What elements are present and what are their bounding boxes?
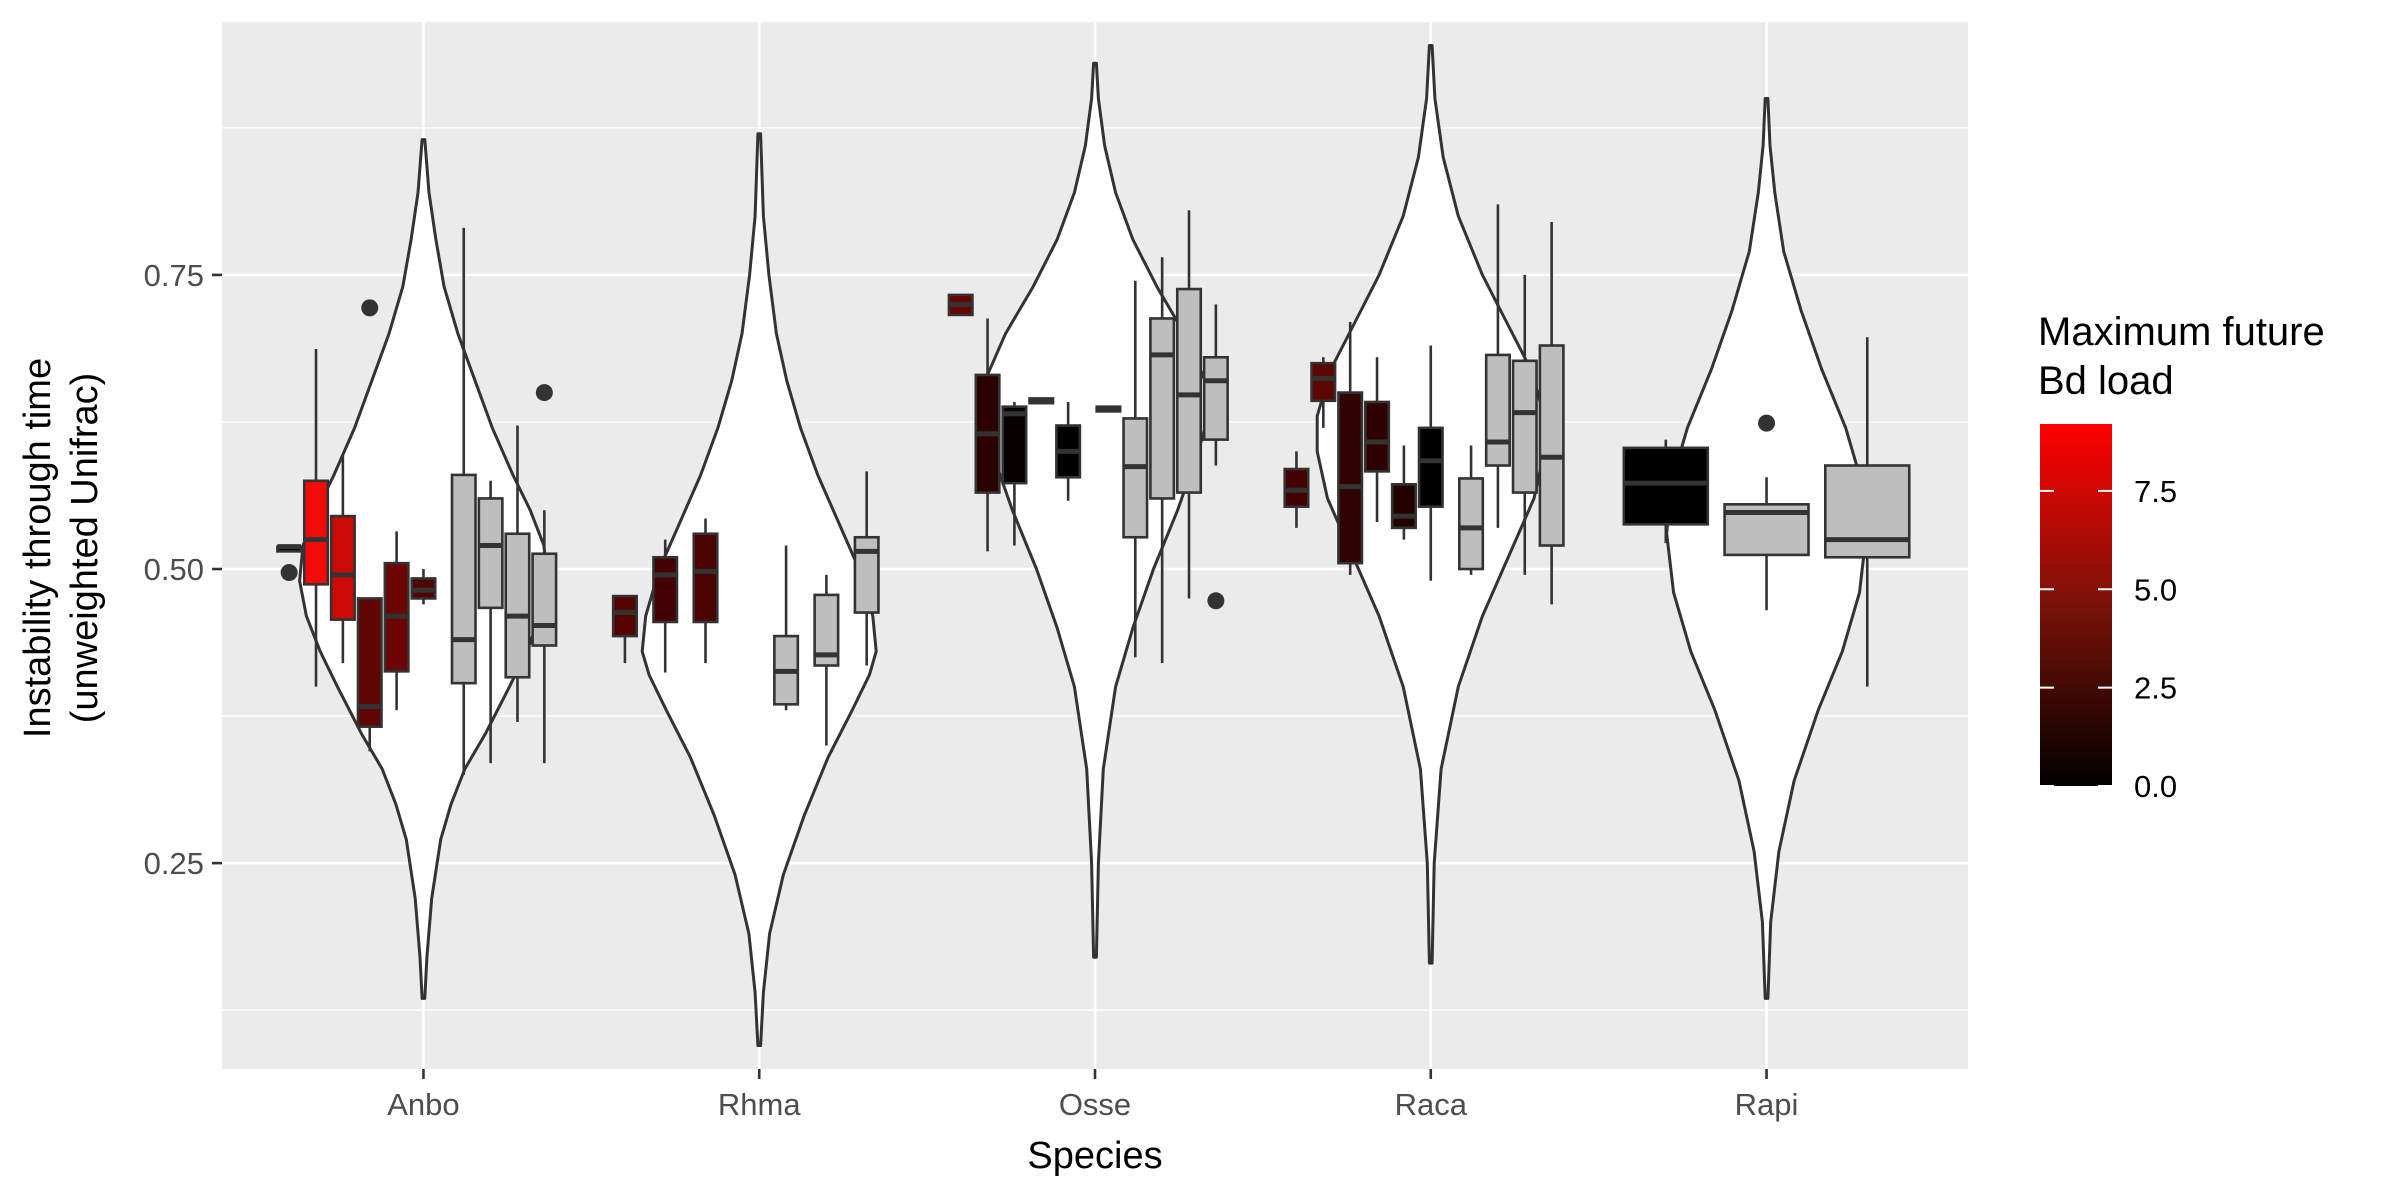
y-tick-label: 0.75 bbox=[144, 258, 204, 293]
outlier-point bbox=[535, 384, 553, 402]
legend-tick-label: 5.0 bbox=[2134, 572, 2177, 607]
boxplot-raca bbox=[1310, 357, 1337, 428]
box bbox=[1175, 287, 1203, 494]
boxplot-rhma bbox=[773, 545, 800, 711]
boxplot-raca bbox=[1390, 445, 1417, 540]
box bbox=[504, 532, 531, 679]
box bbox=[1484, 353, 1511, 467]
outlier-point bbox=[280, 564, 298, 582]
boxplot-anbo bbox=[410, 569, 437, 605]
box bbox=[1337, 391, 1364, 565]
box bbox=[1458, 477, 1485, 571]
boxplots bbox=[276, 204, 1911, 775]
y-tick-label: 0.50 bbox=[144, 552, 204, 587]
box bbox=[356, 597, 383, 728]
box bbox=[477, 497, 504, 610]
box bbox=[1202, 355, 1229, 441]
box bbox=[1001, 405, 1028, 485]
outlier-point bbox=[1758, 414, 1776, 432]
legend-ticks: 0.0 2.5 5.0 7.5 bbox=[2040, 474, 2177, 804]
x-tick-label: Anbo bbox=[387, 1087, 459, 1122]
boxplot-osse bbox=[1095, 405, 1122, 413]
boxplot-raca bbox=[1417, 345, 1444, 581]
box bbox=[329, 514, 356, 621]
boxplot-osse bbox=[1175, 210, 1203, 599]
box bbox=[853, 535, 880, 614]
boxplot-rhma bbox=[611, 594, 638, 664]
box bbox=[1363, 400, 1391, 473]
boxplot-anbo bbox=[302, 349, 330, 687]
box bbox=[450, 473, 477, 685]
boxplot-osse bbox=[947, 293, 974, 317]
legend-title-line-1: Maximum future bbox=[2038, 310, 2325, 354]
boxplot-anbo bbox=[356, 299, 383, 752]
box bbox=[1149, 317, 1176, 500]
boxplot-osse bbox=[1055, 401, 1082, 501]
x-tick-label: Osse bbox=[1059, 1087, 1131, 1122]
y-tick-label: 0.25 bbox=[144, 846, 204, 881]
boxplot-rhma bbox=[692, 518, 719, 664]
x-tick-label: Rapi bbox=[1735, 1087, 1799, 1122]
outlier-point bbox=[1207, 592, 1225, 610]
boxplot-anbo bbox=[276, 544, 303, 582]
boxplot-rapi bbox=[1723, 414, 1810, 611]
boxplot-anbo bbox=[477, 480, 504, 764]
boxplot-raca bbox=[1538, 221, 1565, 605]
legend-tick-label: 2.5 bbox=[2134, 671, 2177, 706]
box bbox=[1823, 464, 1911, 559]
x-axis: Anbo Rhma Osse Raca Rapi bbox=[387, 1069, 1798, 1122]
box bbox=[1390, 483, 1417, 530]
x-tick-label: Raca bbox=[1395, 1087, 1468, 1122]
box bbox=[302, 479, 330, 586]
legend-title-line-2: Bd load bbox=[2038, 359, 2174, 403]
boxplot-raca bbox=[1511, 274, 1538, 575]
box bbox=[1511, 359, 1538, 494]
y-axis: 0.25 0.50 0.75 bbox=[144, 258, 222, 881]
box bbox=[1122, 417, 1149, 539]
boxplot-osse bbox=[1028, 397, 1055, 405]
boxplot-anbo bbox=[531, 384, 558, 764]
outlier-point bbox=[361, 299, 379, 317]
box bbox=[813, 593, 840, 667]
boxplot-anbo bbox=[450, 227, 477, 775]
box bbox=[1417, 426, 1444, 508]
boxplot-raca bbox=[1283, 451, 1310, 528]
violin-anbo bbox=[298, 138, 549, 1000]
boxplot-osse bbox=[974, 318, 1001, 552]
x-tick-label: Rhma bbox=[718, 1087, 801, 1122]
boxplot-rhma bbox=[853, 471, 880, 666]
boxplot-anbo bbox=[383, 531, 410, 711]
y-axis-title-line-2: (unweighted Unifrac) bbox=[64, 373, 106, 724]
violin-rhma bbox=[640, 132, 878, 1047]
boxplot-raca bbox=[1458, 445, 1485, 575]
boxplot-raca bbox=[1337, 321, 1364, 575]
boxplot-raca bbox=[1363, 357, 1391, 522]
boxplot-anbo bbox=[504, 425, 531, 722]
legend-tick-label: 7.5 bbox=[2134, 474, 2177, 509]
y-axis-title-line-1: Instability through time bbox=[17, 358, 59, 738]
x-axis-title: Species bbox=[1027, 1135, 1162, 1177]
box bbox=[652, 555, 679, 624]
box bbox=[1310, 361, 1337, 403]
boxplot-raca bbox=[1484, 204, 1511, 528]
boxplot-osse bbox=[1122, 280, 1149, 658]
boxplot-anbo bbox=[329, 454, 356, 664]
legend: Maximum future Bd load 0.0 2.5 5.0 7.5 bbox=[2038, 310, 2325, 804]
violin-osse bbox=[979, 61, 1211, 959]
legend-colorbar bbox=[2040, 424, 2112, 786]
boxplot-rapi bbox=[1823, 337, 1911, 687]
legend-tick-label: 0.0 bbox=[2134, 769, 2177, 804]
boxplot-rhma bbox=[652, 539, 679, 673]
box bbox=[531, 552, 558, 647]
boxplot-rapi bbox=[1622, 439, 1710, 544]
boxplot-osse bbox=[1202, 304, 1229, 610]
box bbox=[611, 594, 638, 638]
box bbox=[1622, 446, 1710, 526]
boxplot-rhma bbox=[813, 574, 840, 746]
box bbox=[692, 532, 719, 624]
box bbox=[1538, 344, 1565, 547]
boxplot-osse bbox=[1149, 257, 1176, 664]
boxplot-osse bbox=[1001, 401, 1028, 546]
